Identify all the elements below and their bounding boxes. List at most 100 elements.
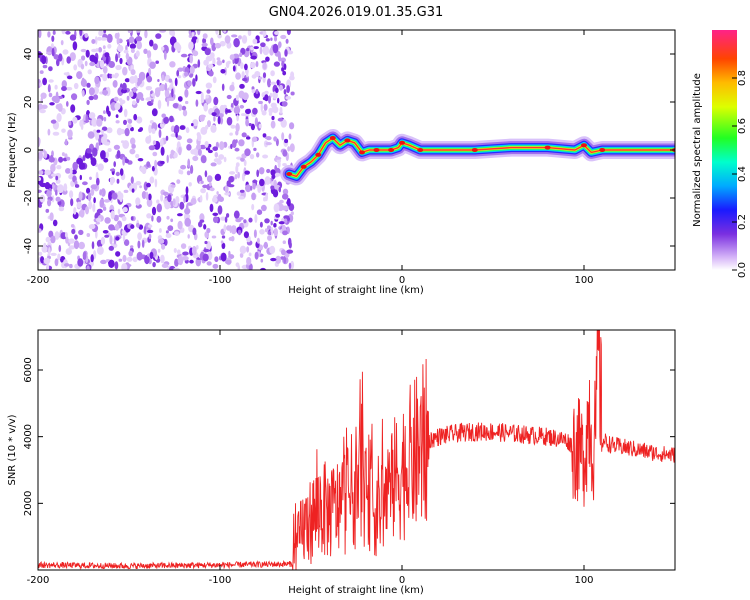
noise-blob bbox=[129, 148, 136, 155]
noise-blob bbox=[177, 213, 183, 217]
noise-blob bbox=[224, 35, 231, 44]
trace-peak bbox=[471, 148, 478, 152]
noise-blob bbox=[290, 71, 295, 79]
noise-blob bbox=[160, 194, 164, 202]
noise-blob bbox=[243, 231, 249, 239]
noise-blob bbox=[79, 30, 83, 37]
noise-blob bbox=[256, 169, 260, 178]
noise-blob bbox=[270, 257, 277, 262]
noise-blob bbox=[86, 233, 91, 237]
noise-blob bbox=[251, 136, 258, 143]
noise-blob bbox=[218, 154, 225, 160]
noise-blob bbox=[151, 165, 155, 172]
noise-blob bbox=[195, 90, 202, 95]
noise-blob bbox=[112, 80, 118, 88]
trace-peak bbox=[329, 136, 336, 140]
noise-blob bbox=[132, 256, 138, 263]
noise-blob bbox=[56, 58, 60, 67]
noise-blob bbox=[277, 97, 280, 104]
colorbar-gradient bbox=[712, 30, 737, 270]
noise-blob bbox=[121, 229, 126, 236]
noise-blob bbox=[122, 207, 128, 213]
noise-blob bbox=[65, 168, 71, 174]
noise-blob bbox=[262, 30, 267, 37]
noise-blob bbox=[212, 57, 216, 66]
noise-blob bbox=[277, 51, 281, 60]
noise-blob bbox=[188, 41, 194, 50]
noise-blob bbox=[137, 232, 143, 241]
noise-blob bbox=[288, 262, 292, 270]
noise-blob bbox=[167, 225, 174, 232]
noise-blob bbox=[265, 38, 270, 42]
noise-blob bbox=[290, 211, 294, 216]
noise-blob bbox=[68, 245, 76, 250]
noise-blob bbox=[71, 228, 76, 235]
noise-blob bbox=[234, 147, 240, 152]
noise-blob bbox=[260, 267, 266, 270]
noise-blob bbox=[198, 221, 203, 228]
noise-blob bbox=[119, 128, 126, 135]
noise-blob bbox=[84, 33, 89, 38]
noise-blob bbox=[140, 97, 145, 101]
noise-blob bbox=[217, 33, 222, 39]
noise-blob bbox=[96, 129, 101, 133]
noise-blob bbox=[290, 91, 295, 96]
noise-blob bbox=[47, 199, 52, 207]
noise-blob bbox=[177, 255, 184, 266]
noise-blob bbox=[230, 225, 237, 235]
noise-blob bbox=[143, 225, 147, 235]
noise-blob bbox=[141, 239, 145, 248]
spectrogram-noise-region bbox=[38, 30, 295, 270]
noise-blob bbox=[147, 224, 153, 228]
snr-x-axis-label: Height of straight line (km) bbox=[288, 585, 424, 596]
noise-blob bbox=[285, 38, 289, 44]
noise-blob bbox=[85, 49, 90, 58]
noise-blob bbox=[233, 38, 240, 48]
noise-blob bbox=[209, 187, 215, 192]
noise-blob bbox=[160, 254, 165, 264]
noise-blob bbox=[238, 35, 242, 40]
noise-blob bbox=[246, 256, 252, 266]
noise-blob bbox=[175, 196, 180, 204]
noise-blob bbox=[38, 137, 41, 147]
noise-blob bbox=[239, 252, 244, 258]
noise-blob bbox=[107, 148, 112, 152]
noise-blob bbox=[106, 33, 113, 44]
noise-blob bbox=[212, 76, 217, 84]
noise-blob bbox=[197, 148, 202, 156]
noise-blob bbox=[52, 30, 56, 35]
noise-blob bbox=[58, 156, 64, 163]
noise-blob bbox=[281, 67, 285, 72]
noise-blob bbox=[260, 103, 263, 112]
noise-blob bbox=[197, 133, 202, 142]
noise-blob bbox=[104, 217, 111, 224]
noise-blob bbox=[267, 235, 272, 241]
noise-blob bbox=[170, 133, 177, 138]
noise-blob bbox=[173, 42, 181, 50]
noise-blob bbox=[162, 191, 169, 196]
noise-blob bbox=[253, 46, 259, 50]
noise-blob bbox=[281, 205, 289, 211]
noise-blob bbox=[61, 30, 66, 35]
noise-blob bbox=[174, 231, 180, 237]
noise-blob bbox=[205, 125, 209, 130]
noise-blob bbox=[90, 188, 95, 196]
noise-blob bbox=[38, 177, 42, 181]
x-tick-label: -200 bbox=[27, 575, 50, 586]
noise-blob bbox=[280, 119, 287, 128]
noise-blob bbox=[229, 171, 236, 175]
noise-blob bbox=[46, 263, 50, 270]
y-tick-label: 4000 bbox=[23, 424, 34, 449]
noise-blob bbox=[270, 226, 274, 236]
noise-blob bbox=[246, 246, 250, 253]
noise-blob bbox=[271, 104, 277, 112]
noise-blob bbox=[166, 154, 169, 164]
noise-blob bbox=[284, 218, 288, 224]
noise-blob bbox=[187, 158, 191, 168]
noise-blob bbox=[205, 94, 209, 99]
noise-blob bbox=[109, 168, 116, 172]
noise-blob bbox=[39, 194, 46, 203]
noise-blob bbox=[56, 165, 62, 170]
noise-blob bbox=[117, 52, 121, 59]
